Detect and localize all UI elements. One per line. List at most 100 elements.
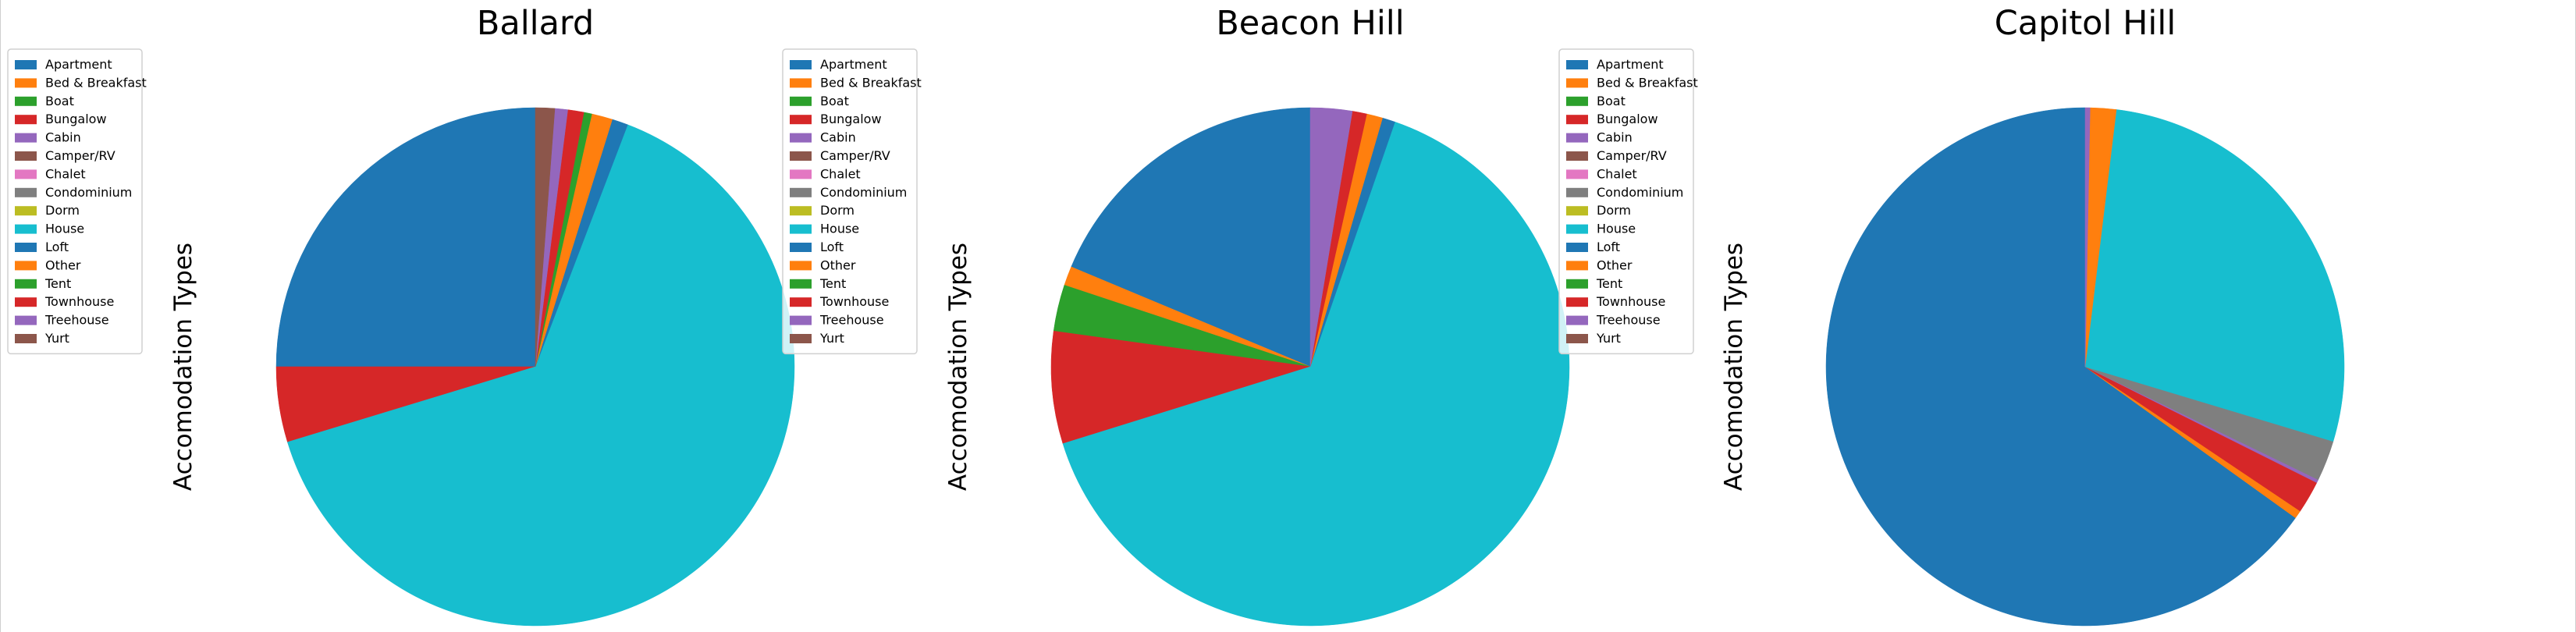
legend-label-boat: Boat [1597, 94, 1626, 108]
legend-frame [1558, 48, 1694, 355]
legend-label-dorm: Dorm [45, 203, 80, 218]
legend-label-condominium: Condominium [820, 185, 907, 200]
pie-panel-beacon-hill: Beacon Hill Accomodation Types Apartment Be… [782, 4, 1570, 627]
legend-label-chalet: Chalet [45, 166, 86, 181]
legend-swatch-apartment [1566, 60, 1588, 69]
legend: Apartment Bed & Breakfast Boat Bungalow Cabi… [782, 48, 922, 355]
legend: Apartment Bed & Breakfast Boat Bungalow Cabi… [7, 48, 147, 355]
pie-slice-apartment [1071, 107, 1311, 367]
legend-label-apartment: Apartment [45, 57, 112, 72]
legend-label-treehouse: Treehouse [1596, 313, 1661, 328]
chart-title: Ballard [477, 4, 594, 43]
legend-swatch-boat [15, 96, 37, 106]
legend-label-cabin: Cabin [45, 130, 81, 145]
pie-slice-treehouse [1309, 107, 1353, 367]
legend-swatch-cabin [790, 133, 812, 143]
legend-label-apartment: Apartment [1597, 57, 1664, 72]
legend-swatch-camper-rv [1566, 151, 1588, 161]
legend-swatch-yurt [1566, 334, 1588, 343]
legend-frame [7, 48, 143, 355]
legend-label-dorm: Dorm [1597, 203, 1631, 218]
legend-label-bed-breakfast: Bed & Breakfast [1597, 75, 1698, 90]
legend-label-treehouse: Treehouse [44, 313, 109, 328]
legend-label-chalet: Chalet [1597, 166, 1637, 181]
legend-swatch-camper-rv [15, 151, 37, 161]
legend-label-dorm: Dorm [820, 203, 855, 218]
legend-swatch-treehouse [15, 315, 37, 325]
legend-swatch-other [790, 261, 812, 271]
legend-label-boat: Boat [45, 94, 74, 108]
legend-label-condominium: Condominium [1597, 185, 1683, 200]
legend-swatch-dorm [15, 206, 37, 216]
legend-label-apartment: Apartment [820, 57, 887, 72]
legend-swatch-cabin [1566, 133, 1588, 143]
legend-label-yurt: Yurt [44, 331, 69, 346]
legend-label-yurt: Yurt [819, 331, 844, 346]
legend-swatch-tent [15, 279, 37, 289]
legend-label-tent: Tent [819, 276, 846, 291]
legend-swatch-tent [1566, 279, 1588, 289]
legend-label-cabin: Cabin [1597, 130, 1633, 145]
legend-swatch-other [1566, 261, 1588, 271]
legend-swatch-loft [15, 243, 37, 252]
legend-label-treehouse: Treehouse [819, 313, 884, 328]
legend-swatch-bed-breakfast [790, 78, 812, 88]
legend-frame [782, 48, 918, 355]
legend-label-townhouse: Townhouse [1596, 294, 1665, 309]
y-axis-label: Accomodation Types [944, 243, 972, 491]
legend-swatch-boat [1566, 96, 1588, 106]
legend-swatch-apartment [790, 60, 812, 69]
legend-swatch-bungalow [1566, 115, 1588, 125]
legend-label-bungalow: Bungalow [1597, 112, 1658, 126]
legend-swatch-bed-breakfast [15, 78, 37, 88]
pie-slice-house [2084, 109, 2345, 442]
legend: Apartment Bed & Breakfast Boat Bungalow Cabi… [1558, 48, 1698, 355]
legend-label-bungalow: Bungalow [820, 112, 882, 126]
legend-label-tent: Tent [1596, 276, 1622, 291]
legend-label-bed-breakfast: Bed & Breakfast [45, 75, 147, 90]
legend-swatch-camper-rv [790, 151, 812, 161]
pie-panel-capitol-hill: Capitol Hill Accomodation Types Apartment B… [1558, 4, 2345, 627]
pie-slice-yurt [535, 107, 556, 367]
y-axis-label: Accomodation Types [1720, 243, 1748, 491]
legend-swatch-chalet [1566, 169, 1588, 179]
legend-label-yurt: Yurt [1596, 331, 1621, 346]
pie-panel-ballard: Ballard Accomodation Types Apartment Bed & … [7, 4, 795, 627]
legend-swatch-boat [790, 96, 812, 106]
legend-swatch-townhouse [15, 297, 37, 307]
legend-label-other: Other [45, 257, 81, 272]
legend-label-boat: Boat [820, 94, 849, 108]
legend-swatch-loft [1566, 243, 1588, 252]
legend-swatch-house [1566, 224, 1588, 234]
pie-slice-apartment [275, 107, 536, 367]
figure-frame-left [0, 0, 1, 632]
legend-swatch-condominium [15, 187, 37, 197]
legend-swatch-dorm [1566, 206, 1588, 216]
legend-swatch-dorm [790, 206, 812, 216]
legend-swatch-townhouse [1566, 297, 1588, 307]
legend-label-cabin: Cabin [820, 130, 856, 145]
legend-label-townhouse: Townhouse [44, 294, 114, 309]
legend-swatch-condominium [790, 187, 812, 197]
legend-swatch-house [15, 224, 37, 234]
pie-slice-apartment [1825, 107, 2296, 627]
legend-swatch-chalet [15, 169, 37, 179]
legend-swatch-townhouse [790, 297, 812, 307]
legend-label-other: Other [1597, 257, 1633, 272]
legend-swatch-bungalow [15, 115, 37, 125]
legend-label-tent: Tent [44, 276, 71, 291]
pie-slice-house [1062, 121, 1570, 627]
legend-swatch-tent [790, 279, 812, 289]
legend-swatch-bungalow [790, 115, 812, 125]
legend-label-house: House [45, 222, 84, 236]
legend-swatch-cabin [15, 133, 37, 143]
legend-label-camper-rv: Camper/RV [1597, 148, 1667, 163]
legend-label-condominium: Condominium [45, 185, 132, 200]
legend-label-chalet: Chalet [820, 166, 861, 181]
legend-label-loft: Loft [45, 240, 69, 254]
legend-swatch-yurt [790, 334, 812, 343]
legend-swatch-other [15, 261, 37, 271]
legend-swatch-condominium [1566, 187, 1588, 197]
legend-swatch-house [790, 224, 812, 234]
